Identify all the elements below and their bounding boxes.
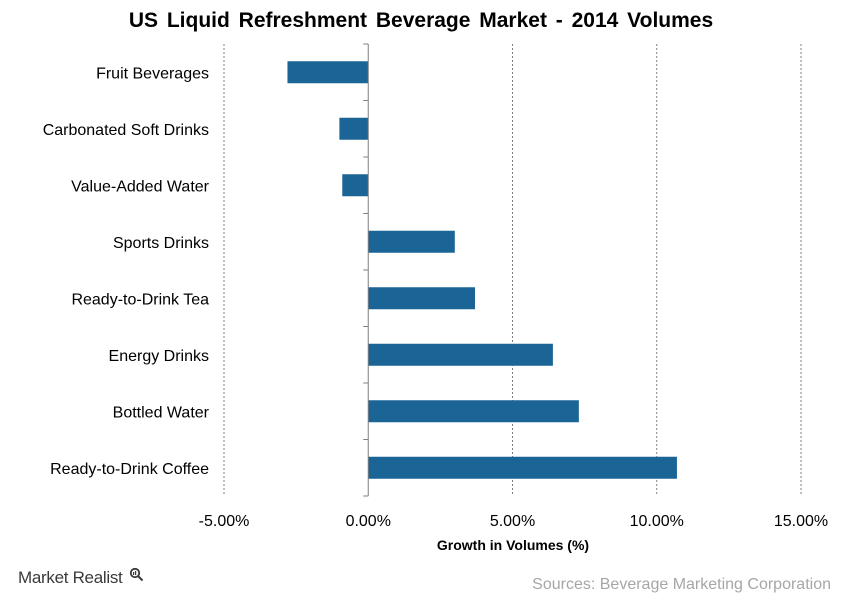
category-labels: Fruit Beverages Carbonated Soft Drinks Val… <box>43 65 210 478</box>
category-label: Carbonated Soft Drinks <box>43 122 209 139</box>
category-label: Ready-to-Drink Coffee <box>50 461 209 478</box>
x-tick-label: 0.00% <box>346 513 391 530</box>
chart-title: US Liquid Refreshment Beverage Market - … <box>128 9 714 32</box>
bar <box>287 61 369 84</box>
category-label: Sports Drinks <box>113 235 209 252</box>
tick-labels: -5.00% 0.00% 5.00% 10.00% 15.00% <box>199 513 828 530</box>
x-tick-label: -5.00% <box>199 513 250 530</box>
category-label: Value-Added Water <box>71 178 210 195</box>
bar <box>368 400 579 423</box>
source-note: Sources: Beverage Marketing Corporation <box>532 576 831 593</box>
brand-logo: Market Realist <box>18 568 123 587</box>
bar <box>339 117 369 140</box>
x-tick-label: 15.00% <box>774 513 828 530</box>
category-label: Bottled Water <box>113 404 210 421</box>
x-tick-label: 10.00% <box>630 513 684 530</box>
bar <box>368 343 553 366</box>
magnifier-icon <box>129 567 144 582</box>
category-label: Fruit Beverages <box>96 65 209 82</box>
x-tick-label: 5.00% <box>490 513 535 530</box>
bars <box>287 61 677 479</box>
category-label: Energy Drinks <box>109 348 209 365</box>
bar <box>368 456 677 479</box>
bar <box>368 230 455 253</box>
category-label: Ready-to-Drink Tea <box>71 291 209 308</box>
axes <box>363 43 369 497</box>
gridlines <box>223 44 802 496</box>
bar <box>368 287 475 310</box>
x-axis-label: Growth in Volumes (%) <box>437 537 589 553</box>
bar <box>342 174 369 197</box>
